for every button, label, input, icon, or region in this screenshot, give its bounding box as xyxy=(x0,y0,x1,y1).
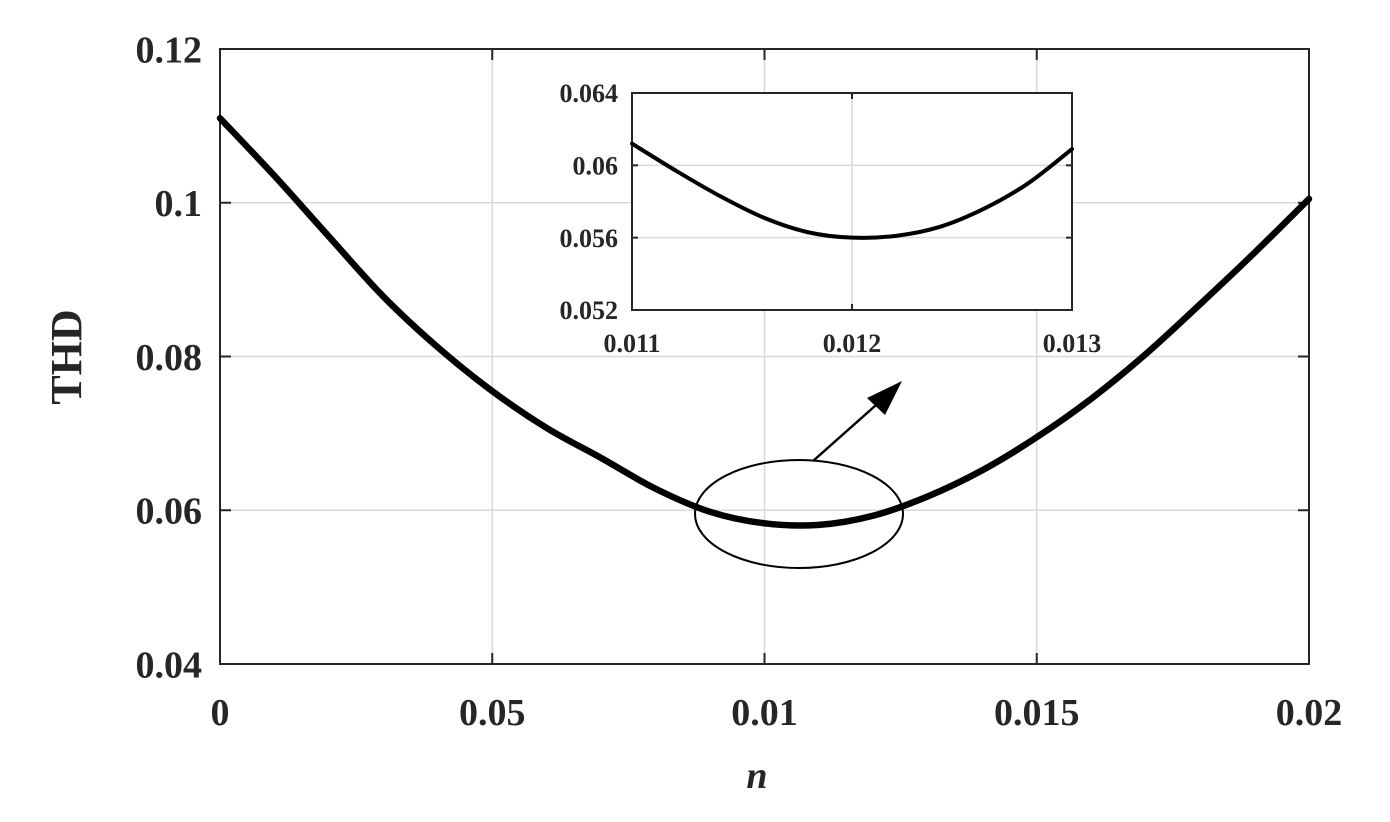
inset-y-tick-label: 0.056 xyxy=(560,224,619,253)
main-y-tick-label: 0.1 xyxy=(155,183,203,225)
inset-x-tick-label: 0.013 xyxy=(1043,329,1102,358)
y-axis-label: THD xyxy=(42,309,91,404)
main-x-tick-label: 0.02 xyxy=(1276,692,1343,734)
inset-ticks xyxy=(631,92,1073,311)
main-y-tick-label: 0.12 xyxy=(136,29,203,71)
main-x-tick-label: 0.05 xyxy=(459,692,526,734)
main-series-group xyxy=(216,114,1313,529)
main-y-tick-label: 0.04 xyxy=(136,644,203,686)
inset-y-tick-labels: 0.052 0.056 0.06 0.064 xyxy=(560,79,619,325)
main-x-tick-label: 0.015 xyxy=(994,692,1080,734)
inset-x-tick-label: 0.011 xyxy=(603,329,660,358)
inset-y-tick-label: 0.06 xyxy=(573,151,619,180)
main-y-tick-labels: 0.04 0.06 0.08 0.1 0.12 xyxy=(136,29,203,686)
callout-arrow-line xyxy=(812,397,885,462)
main-y-tick-label: 0.06 xyxy=(136,491,203,533)
main-y-tick-label: 0.08 xyxy=(136,337,203,379)
inset-series-group xyxy=(630,141,1074,240)
main-x-tick-labels: 0 0.05 0.01 0.015 0.02 xyxy=(211,692,1343,734)
callout-arrow-head xyxy=(867,381,902,415)
inset-x-tick-labels: 0.011 0.012 0.013 xyxy=(603,329,1101,358)
inset-y-tick-label: 0.052 xyxy=(560,296,619,325)
highlight-ellipse xyxy=(694,459,904,569)
inset-x-tick-label: 0.012 xyxy=(823,329,882,358)
inset-y-tick-label: 0.064 xyxy=(560,79,619,108)
main-x-tick-label: 0.01 xyxy=(731,692,798,734)
main-series-line xyxy=(216,114,1313,529)
inset-series-line xyxy=(630,141,1074,240)
x-axis-label: n xyxy=(746,755,767,797)
main-x-tick-label: 0 xyxy=(211,692,230,734)
